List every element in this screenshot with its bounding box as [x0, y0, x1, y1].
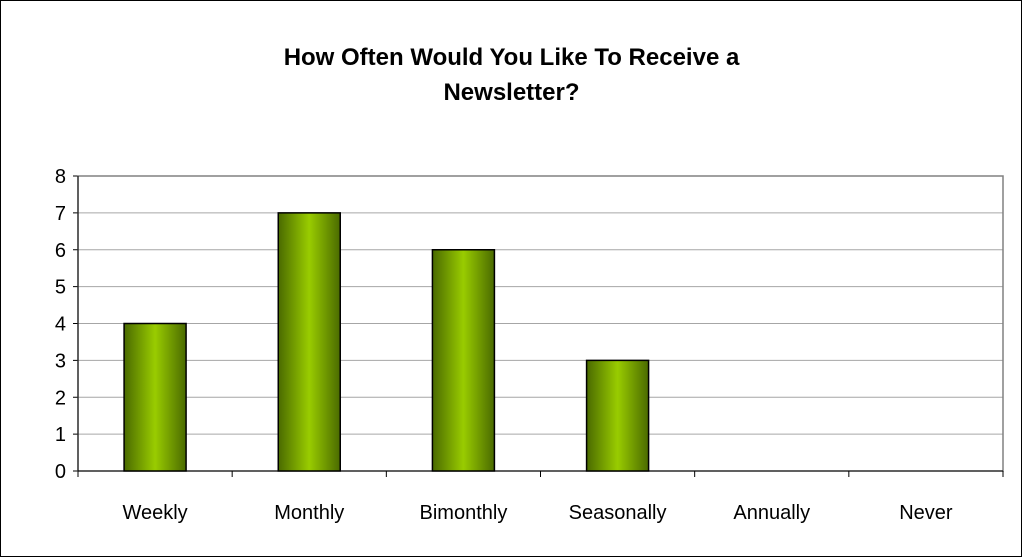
x-tick-label-monthly: Monthly — [274, 502, 344, 524]
y-tick-label: 5 — [55, 277, 66, 299]
y-tick-label: 7 — [55, 203, 66, 225]
bar-bimonthly — [431, 249, 496, 472]
y-tick-label: 8 — [55, 166, 66, 188]
x-tick-label-never: Never — [899, 502, 953, 524]
gridlines — [78, 212, 1003, 435]
x-tick-label-seasonally: Seasonally — [569, 502, 667, 524]
chart-title-line-2: Newsletter? — [443, 79, 580, 106]
y-tick-label: 4 — [55, 314, 66, 336]
x-tick-label-weekly: Weekly — [122, 502, 187, 524]
axes — [73, 175, 1004, 477]
bar-seasonally — [585, 359, 650, 472]
y-tick-label: 1 — [55, 424, 66, 446]
y-tick-label: 0 — [55, 461, 66, 483]
tick-labels: 0 1 2 3 4 5 6 7 8 Weekly Monthly Bimonthly Seasonall… — [55, 166, 953, 524]
bar-weekly — [123, 322, 187, 472]
chart-title-line-1: How Often Would You Like To Receive a — [283, 44, 740, 71]
x-tick-label-bimonthly: Bimonthly — [420, 502, 508, 524]
x-tick-label-annually: Annually — [733, 502, 810, 524]
y-tick-label: 6 — [55, 240, 66, 262]
chart-title: How Often Would You Like To Receive a Ne… — [0, 40, 1023, 110]
y-tick-label: 3 — [55, 350, 66, 372]
bars — [123, 212, 650, 472]
bar-monthly — [277, 212, 341, 472]
y-tick-label: 2 — [55, 387, 66, 409]
